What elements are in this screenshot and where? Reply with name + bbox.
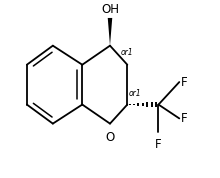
Text: or1: or1 xyxy=(128,89,141,98)
Text: F: F xyxy=(181,112,188,125)
Text: O: O xyxy=(105,130,115,143)
Polygon shape xyxy=(108,18,112,46)
Text: or1: or1 xyxy=(120,48,133,57)
Text: F: F xyxy=(155,138,162,151)
Text: F: F xyxy=(181,75,188,88)
Text: OH: OH xyxy=(101,3,119,16)
